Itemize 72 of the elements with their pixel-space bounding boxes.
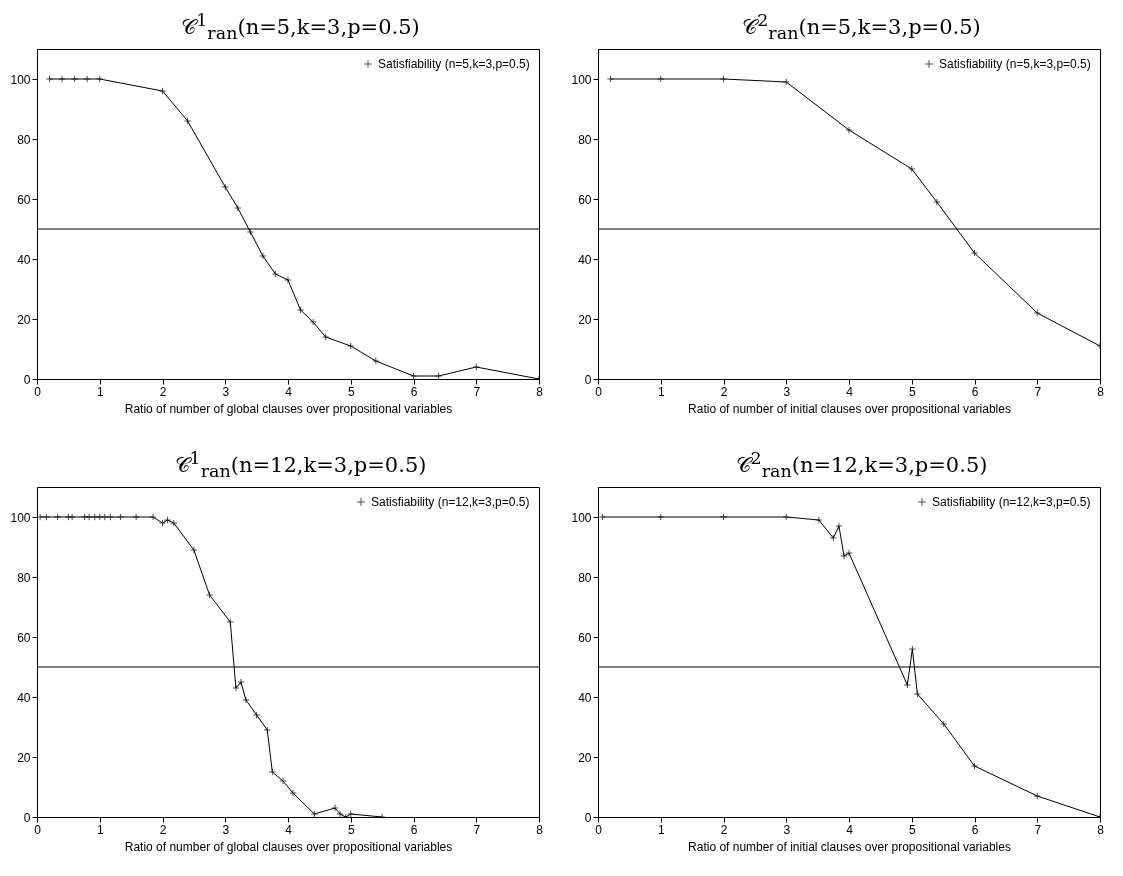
x-tick-label: 2 [159, 822, 167, 837]
x-axis-title: Ratio of number of initial clauses over propositional variables [688, 839, 1011, 854]
legend-label: Satisfiability (n=12,k=3,p=0.5) [932, 495, 1091, 509]
chart-title: 𝒞$^{1}$$_{ran}$(n=12,k=3,p=0.5) [173, 447, 428, 482]
chart-title: 𝒞$^{2}$$_{ran}$(n=5,k=3,p=0.5) [741, 9, 982, 44]
x-tick-label: 6 [410, 384, 418, 399]
y-tick-label: 100 [571, 72, 592, 87]
x-tick-label: 5 [908, 384, 916, 399]
x-tick-label: 8 [536, 384, 544, 399]
x-tick-label: 4 [846, 384, 854, 399]
x-tick-label: 1 [657, 822, 665, 837]
x-tick-label: 4 [846, 822, 854, 837]
x-tick-label: 5 [347, 384, 355, 399]
x-tick-label: 7 [473, 822, 481, 837]
x-tick-label: 4 [285, 384, 293, 399]
x-axis-title: Ratio of number of initial clauses over propositional variables [688, 401, 1011, 416]
x-tick-label: 0 [595, 384, 603, 399]
y-tick-label: 80 [578, 570, 592, 585]
x-tick-label: 3 [222, 384, 230, 399]
legend-label: Satisfiability (n=5,k=3,p=0.5) [378, 57, 530, 71]
x-axis-title: Ratio of number of global clauses over propositional variables [124, 401, 453, 416]
y-tick-label: 0 [23, 810, 31, 825]
x-tick-label: 7 [1034, 822, 1042, 837]
x-tick-label: 0 [595, 822, 603, 837]
y-tick-label: 20 [578, 750, 592, 765]
y-tick-label: 20 [17, 750, 31, 765]
x-tick-label: 7 [1034, 384, 1042, 399]
x-tick-label: 4 [285, 822, 293, 837]
x-tick-label: 6 [971, 822, 979, 837]
x-tick-label: 3 [222, 822, 230, 837]
x-axis-title: Ratio of number of global clauses over propositional variables [124, 839, 453, 854]
y-tick-label: 60 [578, 192, 592, 207]
x-tick-label: 5 [347, 822, 355, 837]
y-tick-label: 100 [10, 72, 31, 87]
y-tick-label: 20 [578, 312, 592, 327]
x-tick-label: 8 [1097, 384, 1105, 399]
y-tick-label: 40 [17, 690, 31, 705]
y-tick-label: 20 [17, 312, 31, 327]
y-tick-label: 40 [578, 252, 592, 267]
y-tick-label: 0 [23, 372, 31, 387]
x-tick-label: 8 [536, 822, 544, 837]
y-tick-label: 80 [17, 132, 31, 147]
x-tick-label: 3 [783, 384, 791, 399]
x-tick-label: 8 [1097, 822, 1105, 837]
x-tick-label: 6 [410, 822, 418, 837]
x-tick-label: 2 [159, 384, 167, 399]
x-tick-label: 2 [720, 822, 728, 837]
chart-title: 𝒞$^{1}$$_{ran}$(n=5,k=3,p=0.5) [180, 9, 421, 44]
x-tick-label: 0 [34, 384, 42, 399]
x-tick-label: 3 [783, 822, 791, 837]
legend-label: Satisfiability (n=5,k=3,p=0.5) [939, 57, 1091, 71]
y-tick-label: 60 [578, 630, 592, 645]
x-tick-label: 1 [96, 384, 104, 399]
x-tick-label: 6 [971, 384, 979, 399]
x-tick-label: 1 [657, 384, 665, 399]
x-tick-label: 7 [473, 384, 481, 399]
y-tick-label: 40 [17, 252, 31, 267]
y-tick-label: 40 [578, 690, 592, 705]
y-tick-label: 0 [584, 810, 592, 825]
x-tick-label: 0 [34, 822, 42, 837]
y-tick-label: 80 [578, 132, 592, 147]
y-tick-label: 60 [17, 630, 31, 645]
y-tick-label: 100 [10, 510, 31, 525]
y-tick-label: 100 [571, 510, 592, 525]
y-tick-label: 0 [584, 372, 592, 387]
x-tick-label: 5 [908, 822, 916, 837]
x-tick-label: 1 [96, 822, 104, 837]
y-tick-label: 60 [17, 192, 31, 207]
legend-label: Satisfiability (n=12,k=3,p=0.5) [371, 495, 530, 509]
chart-title: 𝒞$^{2}$$_{ran}$(n=12,k=3,p=0.5) [734, 447, 989, 482]
y-tick-label: 80 [17, 570, 31, 585]
x-tick-label: 2 [720, 384, 728, 399]
